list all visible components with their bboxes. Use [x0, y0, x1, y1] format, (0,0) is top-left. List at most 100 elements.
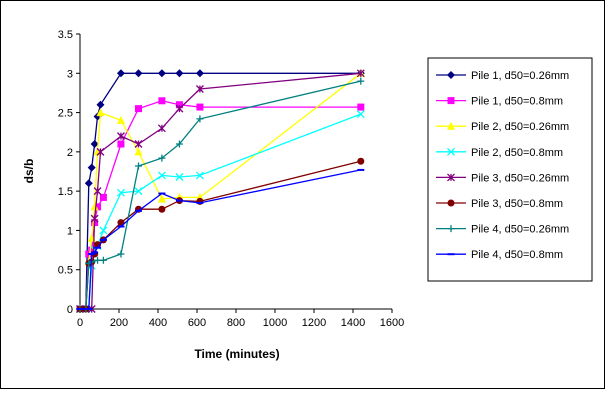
- legend: Pile 1, d50=0.26mm Pile 1, d50=0.8mm Pile …: [427, 57, 593, 282]
- legend-label: Pile 3, d50=0.26mm: [471, 172, 569, 184]
- data-point: [357, 103, 365, 111]
- legend-entry: Pile 2, d50=0.8mm: [436, 147, 563, 159]
- data-point: [356, 69, 365, 78]
- data-point: [116, 115, 125, 124]
- data-point: [175, 140, 183, 148]
- data-point: [157, 69, 166, 78]
- data-point: [158, 205, 166, 213]
- data-point: [447, 225, 455, 233]
- data-point: [135, 162, 142, 170]
- data-point: [96, 108, 105, 117]
- y-tick-label: 2: [67, 147, 73, 159]
- data-point: [134, 187, 143, 196]
- data-point: [84, 179, 93, 188]
- data-point: [447, 173, 455, 182]
- data-point: [96, 147, 105, 156]
- data-point: [157, 124, 166, 133]
- data-point: [88, 246, 96, 254]
- data-point: [447, 199, 455, 207]
- data-point: [134, 147, 143, 156]
- series-8: [76, 168, 365, 310]
- data-point: [157, 194, 166, 203]
- x-tick-label: 800: [227, 317, 245, 329]
- x-tick-label: 1600: [380, 317, 404, 329]
- legend-label: Pile 3, d50=0.8mm: [471, 198, 563, 210]
- data-point: [134, 69, 143, 78]
- data-point: [117, 140, 125, 148]
- legend-label: Pile 4, d50=0.8mm: [471, 249, 563, 261]
- x-tick-label: 1400: [341, 317, 365, 329]
- data-point: [99, 193, 107, 201]
- data-point: [157, 171, 166, 180]
- data-point: [90, 202, 99, 211]
- data-point: [196, 103, 204, 111]
- data-point: [158, 97, 166, 105]
- series-line: [80, 100, 361, 310]
- data-point: [356, 110, 365, 119]
- data-point: [116, 132, 125, 141]
- data-point: [90, 140, 99, 148]
- y-axis-label: ds/b: [22, 159, 36, 184]
- data-point: [94, 203, 102, 211]
- plot-area: 0 0.5 1 1.5 2 2.5 3 3.5 0 200 400 600 800 1000 1200 140…: [58, 29, 405, 329]
- legend-entry: Pile 3, d50=0.8mm: [436, 198, 563, 210]
- x-tick-label: 1000: [263, 317, 287, 329]
- legend-label: Pile 1, d50=0.8mm: [471, 96, 563, 108]
- data-point: [99, 256, 107, 264]
- data-point: [158, 154, 166, 162]
- data-point: [116, 69, 125, 78]
- x-tick-label: 200: [110, 317, 128, 329]
- legend-label: Pile 2, d50=0.26mm: [471, 121, 569, 133]
- data-point: [94, 256, 102, 264]
- x-tick-label: 1200: [302, 317, 326, 329]
- legend-entry: Pile 1, d50=0.8mm: [436, 96, 563, 108]
- data-point: [195, 69, 204, 78]
- data-point: [175, 101, 183, 109]
- data-point: [357, 157, 365, 165]
- data-point: [96, 100, 105, 109]
- legend-label: Pile 4, d50=0.26mm: [471, 224, 569, 236]
- data-point: [93, 187, 102, 196]
- data-point: [87, 163, 96, 172]
- data-point: [99, 226, 108, 235]
- y-tick-label: 3.5: [58, 29, 73, 41]
- data-point: [195, 171, 204, 180]
- legend-entry: Pile 4, d50=0.26mm: [436, 224, 569, 236]
- data-point: [175, 69, 184, 78]
- data-point: [447, 121, 455, 130]
- y-tick-label: 0: [67, 304, 73, 316]
- data-point: [134, 140, 143, 148]
- y-tick-label: 1.5: [58, 186, 73, 198]
- data-point: [90, 214, 99, 223]
- data-point: [175, 104, 184, 113]
- data-point: [116, 188, 125, 197]
- legend-label: Pile 1, d50=0.26mm: [471, 70, 569, 82]
- legend-entry: Pile 3, d50=0.26mm: [436, 172, 569, 184]
- data-point: [196, 115, 204, 123]
- y-tick-label: 2.5: [58, 108, 73, 120]
- series-line: [80, 160, 361, 310]
- legend-entry: Pile 4, d50=0.8mm: [436, 249, 563, 261]
- legend-entry: Pile 2, d50=0.26mm: [436, 121, 569, 133]
- data-point: [117, 250, 125, 258]
- legend-entry: Pile 1, d50=0.26mm: [436, 70, 569, 82]
- data-point: [135, 105, 142, 113]
- y-tick-label: 0.5: [58, 265, 73, 277]
- data-point: [447, 147, 455, 156]
- series-line: [80, 80, 361, 310]
- x-tick-label: 400: [149, 317, 167, 329]
- data-point: [195, 85, 204, 93]
- data-point: [175, 173, 184, 181]
- y-tick-label: 3: [67, 68, 73, 80]
- legend-label: Pile 2, d50=0.8mm: [471, 147, 563, 159]
- data-point: [357, 77, 365, 85]
- x-tick-label: 0: [77, 317, 83, 329]
- y-tick-label: 1: [67, 225, 73, 237]
- x-tick-label: 600: [188, 317, 206, 329]
- x-axis-label: Time (minutes): [194, 347, 279, 361]
- data-point: [447, 97, 455, 105]
- legend-box: [427, 57, 593, 282]
- data-point: [447, 71, 455, 79]
